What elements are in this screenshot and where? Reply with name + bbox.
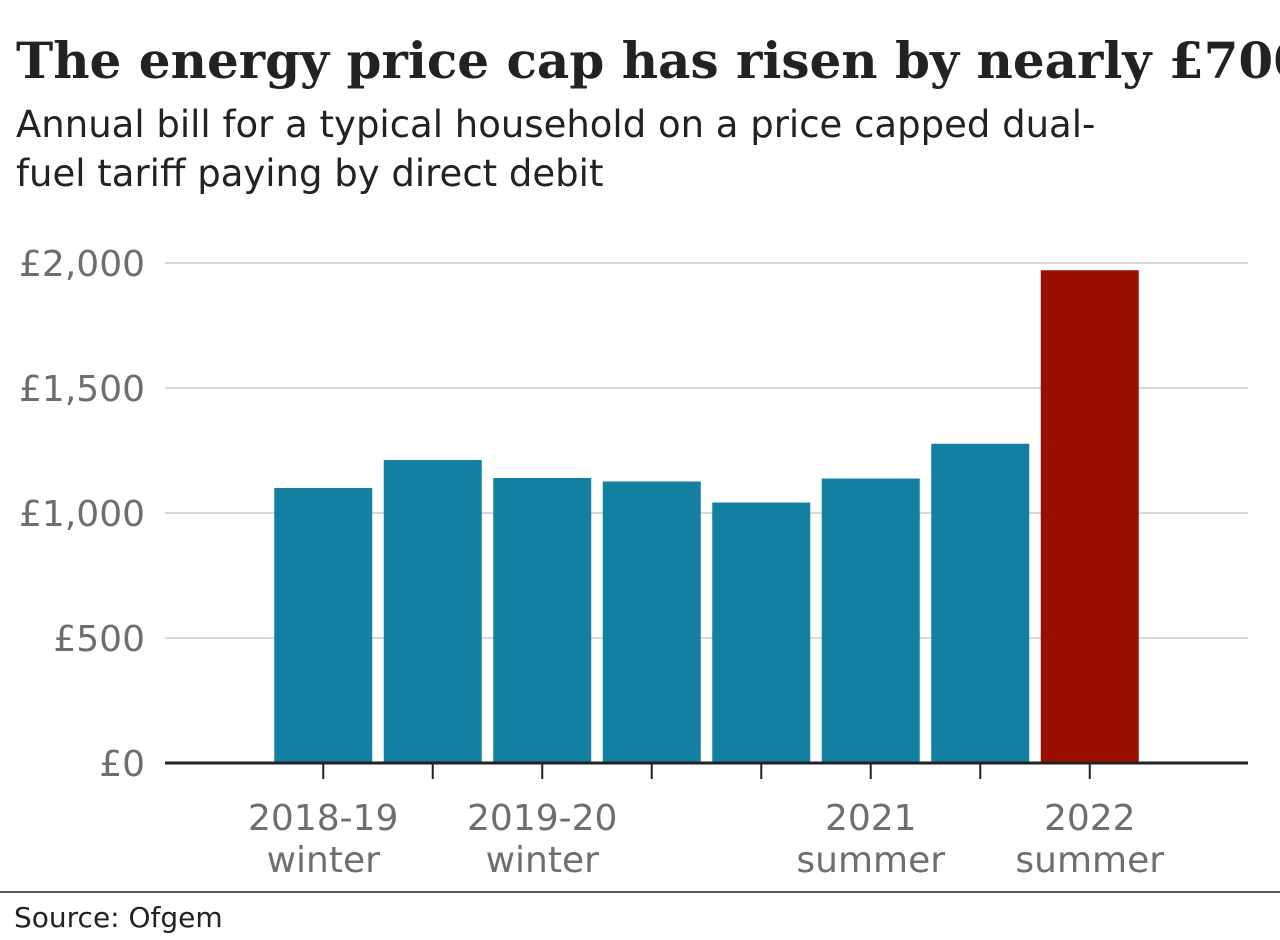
bar: [821, 478, 920, 763]
y-tick-label: £0: [99, 744, 145, 785]
y-tick-label: £500: [53, 619, 145, 660]
chart-subtitle: Annual bill for a typical household on a…: [16, 103, 1096, 195]
y-tick-label: £1,500: [19, 369, 145, 410]
x-tick-label: 2019-20 winter: [467, 798, 617, 881]
bar: [931, 443, 1030, 763]
bar: [493, 478, 592, 763]
bar: [1040, 270, 1139, 763]
bar: [602, 481, 701, 763]
chart-title: The energy price cap has risen by nearly…: [16, 31, 1280, 90]
bar: [383, 460, 482, 763]
x-tick-label: 2018-19 winter: [248, 798, 398, 881]
x-tick-label: 2022 summer: [1015, 798, 1164, 881]
bar: [274, 488, 373, 763]
y-tick-label: £1,000: [19, 494, 145, 535]
source: Source: Ofgem: [14, 901, 223, 934]
y-tick-label: £2,000: [19, 244, 145, 285]
bar: [712, 502, 811, 763]
subtitle-box: Annual bill for a typical household on a…: [16, 103, 1096, 195]
x-tick-label: 2021 summer: [796, 798, 945, 881]
